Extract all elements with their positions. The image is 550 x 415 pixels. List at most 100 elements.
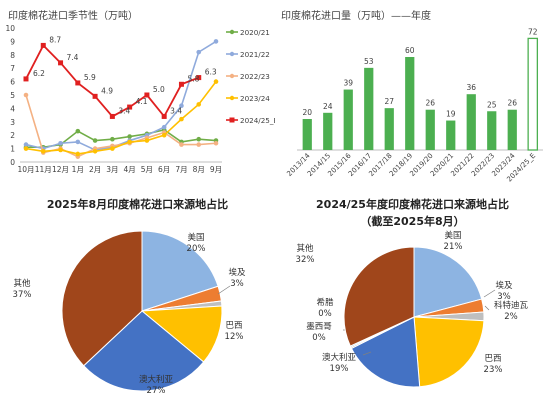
data-point [127,134,132,139]
data-point [213,39,219,44]
x-tick-label: 5月 [141,165,153,174]
pie-slice [343,246,415,347]
slice-value: 21% [444,242,463,252]
data-point [75,139,81,145]
slice-label: 美国 [444,230,461,241]
bar [466,94,476,150]
x-tick-label: 12月 [52,165,69,174]
slice-value: 3% [230,279,244,289]
y-tick-label: 6 [10,78,15,87]
data-point [92,148,98,154]
pie-slice [141,230,219,312]
data-label: 5.9 [84,73,96,82]
slice-value: 0% [318,309,332,319]
slice-value: 37% [13,290,32,300]
x-tick-label: 11月 [35,165,52,174]
data-point [196,142,202,147]
data-point [127,104,133,110]
bar-value-label: 39 [343,79,353,88]
x-tick-label: 1月 [72,165,84,174]
bar [405,57,415,150]
data-point [110,136,115,142]
data-point [178,81,184,87]
slice-label: 澳大利亚 [322,352,357,363]
series-line [25,94,217,158]
data-point [23,76,29,82]
seasonal-chart-title: 印度棉花进口季节性（万吨） [8,11,138,22]
slice-label: 其他 [13,278,31,289]
slice-label: 墨西哥 [306,322,332,332]
slice-value: 0% [312,333,326,343]
legend-marker [229,117,235,123]
legend-label: 2023/24 [240,94,270,103]
data-label: 8.7 [49,35,61,44]
pie-aug-2025-panel: 2025年8月印度棉花进口来源地占比 美国 20% 埃及 3% 巴西 12% 澳大利亚 27%… [0,190,275,411]
x-tick-label: 6月 [158,165,170,174]
series-line [25,81,217,155]
bar-value-label: 26 [507,99,517,108]
bar [343,89,353,150]
legend-label: 2020/21 [240,28,270,37]
data-point [179,116,184,122]
seasonal-line-chart: 0 1 2 3 4 5 6 7 8 9 10 10月 11月 12月 1月 2月 3月 4月 5月 6月 7月 8月 9月 6… [5,24,278,174]
legend-label: 2024/25_E [240,116,275,125]
y-tick-label: 0 [10,158,15,167]
pie-slice [413,316,485,388]
leader-line [484,305,490,311]
slice-label: 美国 [187,232,204,243]
bar [446,120,456,150]
data-point [213,140,219,146]
data-point [23,92,29,98]
data-point [40,42,46,48]
bar-value-label: 53 [364,57,374,66]
slice-label: 希腊 [316,297,334,308]
slice-value: 12% [225,332,244,342]
data-point [161,132,167,138]
slice-label: 巴西 [484,354,501,364]
data-label: 5.8 [187,74,199,83]
pie-slice [350,316,421,388]
leader-line [483,289,496,298]
slice-label: 巴西 [225,321,242,331]
data-point [58,147,63,153]
pie-season-title: 2024/25年度印度棉花进口来源地占比 [316,198,509,211]
data-label: 7.4 [67,53,79,62]
bar [384,108,394,150]
bar [364,67,374,150]
bar [302,119,312,150]
slice-value: 32% [296,255,315,265]
x-tick-label: 9月 [210,165,222,174]
bar [323,112,333,150]
legend-label: 2022/23 [240,72,270,81]
bar-value-label: 36 [466,83,476,92]
x-tick-label: 10月 [17,165,34,174]
leader-line [217,285,231,295]
data-point [196,136,202,142]
data-point [196,102,202,107]
y-tick-label: 5 [10,91,15,100]
legend-label: 2021/22 [240,50,270,59]
slice-value: 19% [330,364,349,374]
series-line [26,128,217,149]
legend-marker [229,51,235,57]
pie-season-chart: 美国21%埃及3%科特迪瓦2%巴西23%澳大利亚19%墨西哥0%希腊0%其他32… [296,230,529,388]
data-point [58,140,63,146]
bar [425,109,435,150]
annual-bar-chart: 202013/14242014/15392015/16532016/172720… [285,27,543,184]
annual-chart-title: 印度棉花进口量（万吨）——年度 [281,11,431,22]
slice-label: 科特迪瓦 [494,300,529,311]
data-point [75,80,81,86]
data-label: 4.9 [101,86,113,95]
bar-value-label: 27 [384,97,394,106]
data-point [75,151,81,157]
slice-value: 3% [497,292,511,302]
slice-label: 其他 [296,243,314,254]
x-tick-label: 7月 [175,165,187,174]
bar-value-label: 20 [302,108,312,117]
bar-value-label: 19 [446,110,456,119]
bar-value-label: 25 [487,100,497,109]
data-point [179,103,184,109]
x-tick-label: 2月 [89,165,101,174]
data-point [58,60,64,66]
bar [487,111,497,150]
